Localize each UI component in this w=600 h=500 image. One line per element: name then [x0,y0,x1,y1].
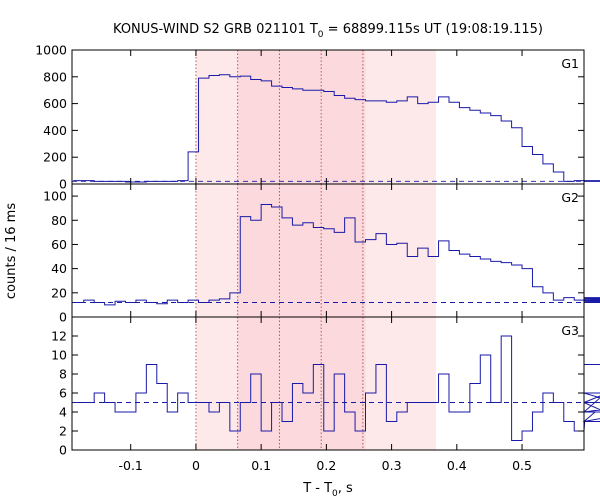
panel-g3: 0 2 4 6 8 10 12 G3 [51,316,600,458]
y-tick-label: 6 [59,386,67,401]
x-tick-label: 0.4 [447,458,467,473]
x-tick-label: 0 [192,458,200,473]
panel-label: G1 [561,56,579,71]
y-tick-label: 800 [43,69,67,84]
panel-label: G3 [561,323,579,338]
x-tick-label: 0.1 [251,458,271,473]
y-axis-label: counts / 16 ms [4,203,19,299]
panel-frame [71,316,585,451]
chart-title: KONUS-WIND S2 GRB 021101 T0 = 68899.115s… [113,22,543,40]
panel-label: G2 [561,190,579,205]
x-tick-label: 0.3 [382,458,402,473]
y-tick-label: 80 [51,213,67,228]
y-tick-label: 400 [43,123,67,138]
y-tick-label: 200 [43,150,67,165]
x-tick-label: -0.1 [119,458,143,473]
y-tick-label: 20 [51,285,67,300]
x-tick-label: 0.5 [512,458,532,473]
panel-g1: 0 200 400 600 800 1000 G1 [35,43,600,192]
y-tick-label: 1000 [35,43,67,58]
x-tick-label: 0.2 [316,458,336,473]
shaded-interval-2 [237,184,366,317]
y-tick-label: 0 [59,177,67,192]
y-tick-label: 0 [59,443,67,458]
y-tick-label: 40 [51,261,67,276]
y-tick-label: 12 [51,329,67,344]
y-tick-label: 8 [59,367,67,382]
y-tick-label: 100 [43,189,67,204]
y-tick-label: 2 [59,424,67,439]
y-tick-label: 60 [51,237,67,252]
y-tick-label: 600 [43,96,67,111]
y-tick-label: 4 [59,405,67,420]
y-tick-label: 0 [59,310,67,325]
x-axis-label: T - T0, s [302,481,353,499]
y-tick-label: 10 [51,348,67,363]
panel-g2: 0 20 40 60 80 100 G2 [43,183,600,325]
shaded-interval-2 [237,50,366,184]
